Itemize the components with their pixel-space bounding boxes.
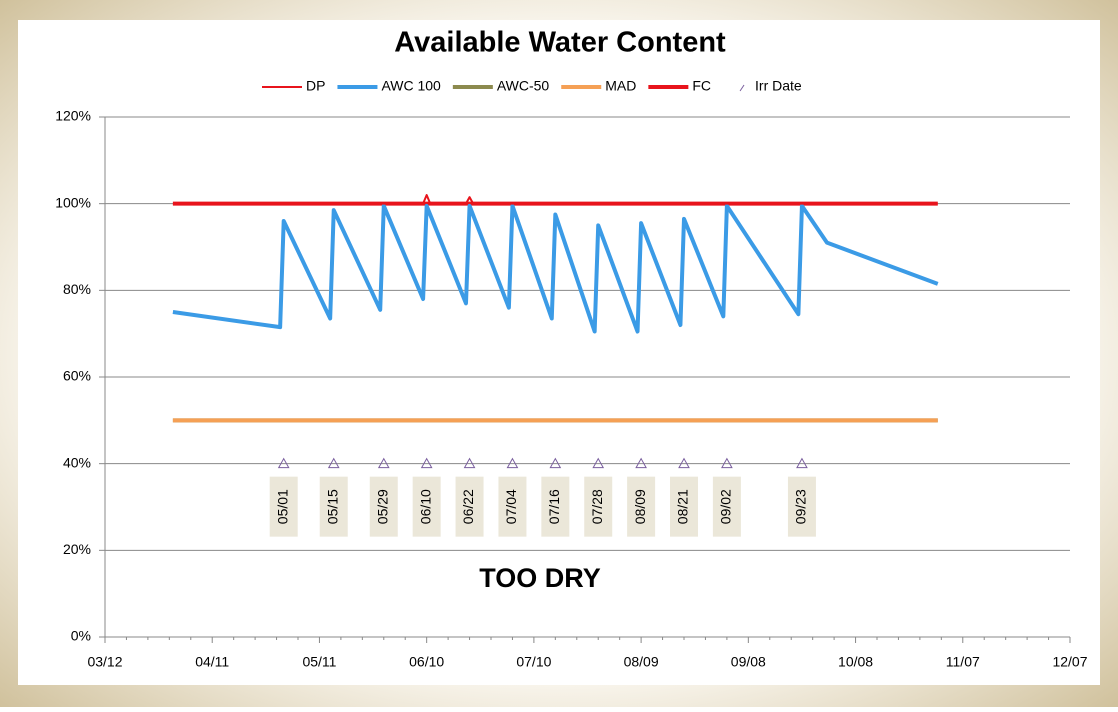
irr-marker <box>796 457 808 469</box>
x-tick-label: 11/07 <box>946 654 980 670</box>
annotation-box <box>445 551 645 605</box>
irr-marker <box>277 457 290 469</box>
irr-label: 07/16 <box>546 489 562 524</box>
legend-label: DP <box>306 78 325 94</box>
x-tick-label: 09/08 <box>731 654 766 670</box>
irr-label: 06/10 <box>417 489 433 524</box>
irr-label: 07/04 <box>503 489 519 524</box>
irr-label-box <box>712 476 741 537</box>
irr-label-box <box>498 476 527 537</box>
legend-label: AWC-50 <box>497 78 550 94</box>
x-tick-label: 05/11 <box>302 654 336 670</box>
irr-label: 08/21 <box>675 489 691 524</box>
irr-label-box <box>455 476 484 537</box>
irr-label-box <box>627 476 656 537</box>
y-tick-label: 80% <box>63 281 91 297</box>
irr-label-box <box>670 476 698 537</box>
x-tick-label: 03/12 <box>87 654 122 670</box>
irr-label-box <box>584 476 613 537</box>
irr-marker <box>377 457 390 469</box>
x-tick-label: 08/09 <box>624 654 659 670</box>
y-tick-label: 120% <box>55 108 91 124</box>
series-line <box>172 203 939 334</box>
legend-label: FC <box>692 78 711 94</box>
irr-label: 08/09 <box>632 489 648 524</box>
irr-marker <box>549 457 562 469</box>
annotation: TOO DRY <box>479 563 601 593</box>
y-tick-label: 100% <box>55 194 91 210</box>
y-tick-label: 0% <box>71 628 91 644</box>
irr-marker <box>420 457 433 469</box>
y-tick-label: 20% <box>63 541 91 557</box>
y-tick-label: 60% <box>63 368 91 384</box>
legend-label: MAD <box>605 78 636 94</box>
irr-label: 07/28 <box>589 489 605 524</box>
irr-label: 09/23 <box>793 489 809 524</box>
irr-marker <box>463 457 476 469</box>
irr-marker <box>721 457 733 469</box>
irr-marker <box>635 457 647 469</box>
irr-marker <box>506 457 519 469</box>
irr-label: 05/29 <box>374 489 390 524</box>
plot: TOO DRY 05/01 05/15 05/29 06/10 06/22 07/04 07/… <box>172 194 939 605</box>
legend-swatch <box>739 84 745 92</box>
irr-marker <box>678 457 690 469</box>
x-tick-label: 07/10 <box>516 654 551 670</box>
irr-label: 05/15 <box>324 489 340 524</box>
x-tick-label: 12/07 <box>1052 654 1087 670</box>
irr-label: 05/01 <box>274 489 290 524</box>
irr-marker <box>327 457 340 469</box>
chart-title: Available Water Content <box>394 27 726 59</box>
y-tick-label: 40% <box>63 454 91 470</box>
irr-label-box <box>412 476 441 537</box>
legend: DP AWC 100 AWC-50 MAD FC Irr Date <box>262 78 802 94</box>
series-line <box>172 194 938 205</box>
irr-label-box <box>319 476 348 537</box>
irr-label-box <box>269 476 298 537</box>
x-tick-label: 04/11 <box>195 654 229 670</box>
irr-label-box <box>369 476 398 537</box>
irr-label: 06/22 <box>460 489 476 524</box>
irr-label-box <box>541 476 570 537</box>
legend-label: AWC 100 <box>381 78 441 94</box>
irr-label-box <box>787 476 816 537</box>
irr-marker <box>592 457 605 469</box>
x-tick-label: 06/10 <box>409 654 444 670</box>
irr-label: 09/02 <box>718 489 734 524</box>
legend-label: Irr Date <box>755 78 802 94</box>
x-tick-label: 10/08 <box>838 654 873 670</box>
grid: 0% 20% 40% 60% 80% 100% 120% 03/12 04/11 05/11 06/… <box>55 108 1088 670</box>
